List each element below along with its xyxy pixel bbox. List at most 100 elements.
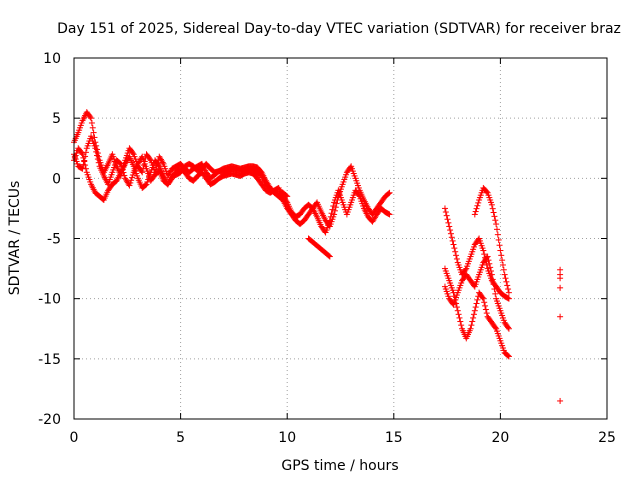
data-point xyxy=(79,165,86,172)
data-point xyxy=(557,284,564,291)
data-point xyxy=(499,261,506,268)
data-point xyxy=(452,248,459,255)
data-point xyxy=(95,159,102,166)
data-point xyxy=(121,172,128,179)
data-point xyxy=(467,325,474,332)
data-point xyxy=(146,156,153,163)
data-point xyxy=(480,295,487,302)
data-point xyxy=(472,208,479,215)
data-point xyxy=(557,397,564,404)
data-point xyxy=(451,245,458,252)
x-tick-label: 15 xyxy=(385,430,403,446)
y-tick-label: -10 xyxy=(38,292,61,308)
data-point xyxy=(119,166,126,173)
data-point xyxy=(481,299,488,306)
y-tick-label: -15 xyxy=(38,352,61,368)
data-point xyxy=(485,257,492,264)
data-point xyxy=(94,156,101,163)
data-point xyxy=(490,281,497,288)
data-point xyxy=(88,115,95,122)
data-point xyxy=(333,200,340,207)
data-point xyxy=(93,148,100,155)
data-point xyxy=(500,266,507,273)
data-point xyxy=(325,252,332,259)
x-tick-label: 0 xyxy=(70,430,79,446)
data-point xyxy=(81,157,88,164)
data-point xyxy=(455,311,462,318)
data-point xyxy=(470,314,477,321)
data-point xyxy=(139,169,146,176)
data-point xyxy=(505,352,512,359)
data-point xyxy=(488,201,495,208)
data-point xyxy=(142,182,149,189)
data-point xyxy=(355,192,362,199)
data-point xyxy=(457,318,464,325)
data-point xyxy=(284,193,291,200)
data-point xyxy=(468,322,475,329)
data-point xyxy=(330,203,337,210)
data-point xyxy=(503,278,510,285)
data-point xyxy=(78,150,85,157)
data-points xyxy=(71,109,564,404)
data-point xyxy=(497,247,504,254)
data-point xyxy=(473,205,480,212)
data-point xyxy=(386,189,393,196)
data-point xyxy=(486,260,493,267)
data-point xyxy=(82,149,89,156)
data-point xyxy=(444,216,451,223)
axis-ticks: 0 5 10 15 20 25 -20 -15 -10 -5 0 5 10 xyxy=(38,51,616,446)
data-point xyxy=(505,353,512,360)
data-point xyxy=(482,306,489,313)
data-point xyxy=(117,160,124,167)
data-point xyxy=(326,217,333,224)
data-point xyxy=(491,213,498,220)
data-point xyxy=(469,318,476,325)
data-point xyxy=(502,275,509,282)
y-tick-label: 10 xyxy=(43,51,61,67)
data-point xyxy=(505,324,512,331)
data-point xyxy=(505,325,512,332)
data-point xyxy=(120,169,127,176)
data-point xyxy=(473,300,480,307)
data-point xyxy=(475,199,482,206)
data-point xyxy=(491,286,498,293)
data-point xyxy=(492,290,499,297)
x-tick-label: 10 xyxy=(278,430,296,446)
data-point xyxy=(481,251,488,258)
data-point xyxy=(443,212,450,219)
data-point xyxy=(474,296,481,303)
data-point xyxy=(494,231,501,238)
data-point xyxy=(488,267,495,274)
data-point xyxy=(89,124,96,131)
data-point xyxy=(331,207,338,214)
data-point xyxy=(126,182,133,189)
data-point xyxy=(447,230,454,237)
data-point xyxy=(483,310,490,317)
chart-title: Day 151 of 2025, Sidereal Day-to-day VTE… xyxy=(57,21,621,37)
data-point xyxy=(487,264,494,271)
data-point xyxy=(448,234,455,241)
data-point xyxy=(385,190,392,197)
data-point xyxy=(499,257,506,264)
x-tick-label: 5 xyxy=(176,430,185,446)
data-point xyxy=(445,219,452,226)
data-point xyxy=(118,163,125,170)
y-tick-label: -20 xyxy=(38,412,61,428)
data-point xyxy=(91,134,98,141)
plot-frame xyxy=(73,57,608,420)
data-point xyxy=(447,227,454,234)
data-point xyxy=(501,271,508,278)
data-point xyxy=(87,113,94,120)
data-point xyxy=(504,282,511,289)
x-tick-label: 20 xyxy=(491,430,509,446)
data-point xyxy=(155,162,162,169)
x-tick-label: 25 xyxy=(598,430,616,446)
data-point xyxy=(450,241,457,248)
data-point xyxy=(495,236,502,243)
data-point xyxy=(283,192,290,199)
data-point xyxy=(470,311,477,318)
data-point xyxy=(480,247,487,254)
data-point xyxy=(442,209,449,216)
